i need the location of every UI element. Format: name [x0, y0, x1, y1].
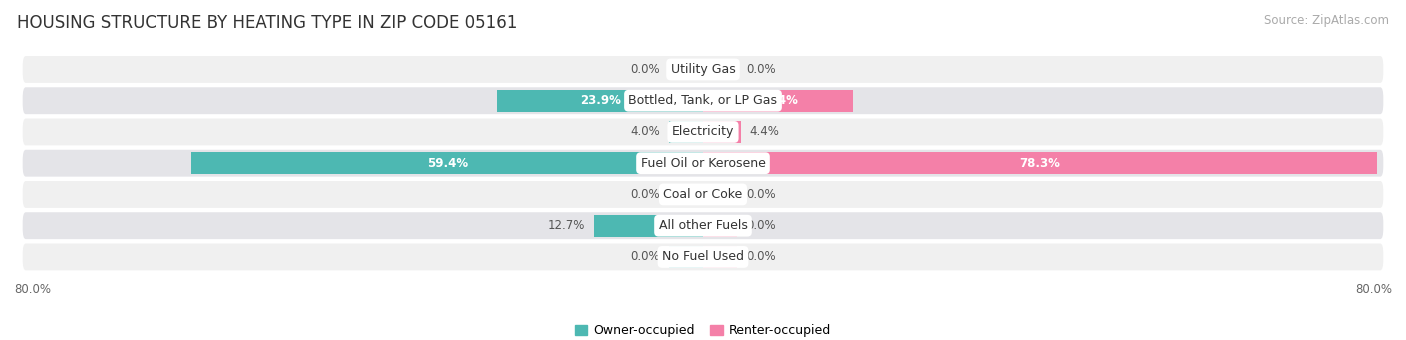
Bar	[703, 152, 1378, 174]
Bar	[669, 246, 703, 268]
Text: Source: ZipAtlas.com: Source: ZipAtlas.com	[1264, 14, 1389, 27]
Bar	[703, 90, 853, 112]
FancyBboxPatch shape	[22, 150, 1384, 177]
Text: 0.0%: 0.0%	[630, 251, 659, 264]
FancyBboxPatch shape	[22, 181, 1384, 208]
Text: 12.7%: 12.7%	[548, 219, 585, 232]
Text: 23.9%: 23.9%	[579, 94, 620, 107]
Text: 0.0%: 0.0%	[747, 251, 776, 264]
Bar	[703, 58, 738, 80]
FancyBboxPatch shape	[22, 119, 1384, 146]
Text: 59.4%: 59.4%	[426, 157, 468, 170]
Text: 17.4%: 17.4%	[758, 94, 799, 107]
FancyBboxPatch shape	[22, 243, 1384, 270]
Bar	[703, 121, 741, 143]
Text: Fuel Oil or Kerosene: Fuel Oil or Kerosene	[641, 157, 765, 170]
Bar	[191, 152, 703, 174]
FancyBboxPatch shape	[22, 212, 1384, 239]
Text: 80.0%: 80.0%	[1355, 284, 1392, 296]
Bar	[669, 58, 703, 80]
Bar	[669, 184, 703, 205]
Text: All other Fuels: All other Fuels	[658, 219, 748, 232]
Bar	[703, 246, 738, 268]
Text: 0.0%: 0.0%	[747, 188, 776, 201]
Bar	[669, 121, 703, 143]
Bar	[498, 90, 703, 112]
Text: Coal or Coke: Coal or Coke	[664, 188, 742, 201]
Text: Electricity: Electricity	[672, 125, 734, 138]
Text: No Fuel Used: No Fuel Used	[662, 251, 744, 264]
Text: 80.0%: 80.0%	[14, 284, 51, 296]
Bar	[703, 184, 738, 205]
Text: 0.0%: 0.0%	[747, 219, 776, 232]
Text: Utility Gas: Utility Gas	[671, 63, 735, 76]
Legend: Owner-occupied, Renter-occupied: Owner-occupied, Renter-occupied	[575, 324, 831, 337]
Text: 0.0%: 0.0%	[630, 63, 659, 76]
Bar	[593, 215, 703, 237]
Text: 4.4%: 4.4%	[749, 125, 779, 138]
FancyBboxPatch shape	[22, 56, 1384, 83]
Text: 0.0%: 0.0%	[747, 63, 776, 76]
Text: 4.0%: 4.0%	[630, 125, 659, 138]
FancyBboxPatch shape	[22, 87, 1384, 114]
Text: 0.0%: 0.0%	[630, 188, 659, 201]
Text: 78.3%: 78.3%	[1019, 157, 1060, 170]
Text: HOUSING STRUCTURE BY HEATING TYPE IN ZIP CODE 05161: HOUSING STRUCTURE BY HEATING TYPE IN ZIP…	[17, 14, 517, 32]
Bar	[703, 215, 738, 237]
Text: Bottled, Tank, or LP Gas: Bottled, Tank, or LP Gas	[628, 94, 778, 107]
